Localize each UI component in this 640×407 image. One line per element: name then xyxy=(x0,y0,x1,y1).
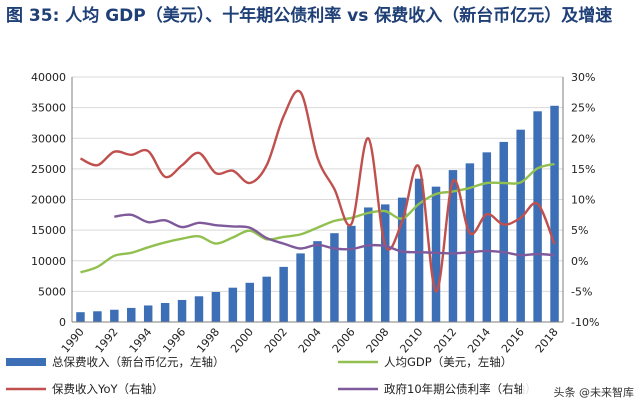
gdp-line xyxy=(80,162,555,274)
legend-item-label: 人均GDP（美元，左轴） xyxy=(384,355,512,369)
bar xyxy=(143,305,153,322)
bar xyxy=(516,129,525,322)
bar xyxy=(93,311,102,322)
x-tick-label: 2014 xyxy=(465,326,493,356)
bar xyxy=(228,287,238,322)
legend: 总保费收入（新台币亿元，左轴） 人均GDP（美元，左轴） 保费收入YoY（右轴） 政府… xyxy=(6,355,537,396)
yoy-line xyxy=(79,89,556,293)
bar xyxy=(194,296,204,322)
y-left-tick-label: 10000 xyxy=(31,255,66,268)
x-tick-label: 2010 xyxy=(397,326,425,356)
bar xyxy=(465,163,475,322)
bar xyxy=(431,186,441,322)
bar xyxy=(482,152,492,322)
x-tick-label: 2018 xyxy=(533,326,561,356)
x-tick-label: 1996 xyxy=(160,326,188,356)
bar xyxy=(533,111,542,322)
legend-item-label: 保费收入YoY（右轴） xyxy=(52,382,164,396)
bar xyxy=(448,170,458,322)
watermark: 头条 @未来智库 xyxy=(522,382,638,404)
x-tick-label: 2008 xyxy=(364,326,392,356)
legend-item-label: 总保费收入（新台币亿元，左轴） xyxy=(52,355,225,369)
legend-item-label: 政府10年期公债利率（右轴） xyxy=(384,382,537,396)
y-left-tick-label: 15000 xyxy=(31,224,66,237)
bar xyxy=(76,312,85,322)
bar xyxy=(245,282,255,322)
x-tick-label: 2000 xyxy=(228,326,256,356)
y-right-tick-label: 5% xyxy=(571,224,588,237)
bar xyxy=(127,307,136,322)
bar xyxy=(364,207,373,322)
bond-yield-line xyxy=(114,213,555,257)
y-left-tick-label: 30000 xyxy=(31,132,66,145)
x-tick-label: 2004 xyxy=(296,326,324,356)
bar xyxy=(414,178,424,322)
bar xyxy=(160,303,170,322)
y-right-tick-label: 10% xyxy=(571,194,595,207)
bar-layer xyxy=(76,105,559,322)
legend-swatch-bar xyxy=(6,358,46,366)
x-tick-label: 1992 xyxy=(93,326,121,356)
y-left-tick-label: 0 xyxy=(59,316,66,329)
chart-title: 图 35: 人均 GDP（美元）、十年期公债利率 vs 保费收入（新台币亿元）及… xyxy=(6,6,613,26)
bar xyxy=(550,105,559,322)
y-right-tick-label: 30% xyxy=(571,71,595,84)
bar xyxy=(211,291,221,322)
y-left-tick-label: 20000 xyxy=(31,194,66,207)
x-tick-label: 2012 xyxy=(431,326,459,356)
y-right-tick-label: -5% xyxy=(571,285,592,298)
bar xyxy=(347,225,356,322)
y-right-tick-label: -10% xyxy=(571,316,599,329)
y-right-tick-label: 15% xyxy=(571,163,595,176)
bar xyxy=(177,299,187,322)
y-right-tick-label: 25% xyxy=(571,102,595,115)
bar xyxy=(110,309,119,322)
line-layer xyxy=(79,89,556,293)
x-tick-label: 1990 xyxy=(59,326,87,356)
x-tick-label: 2016 xyxy=(499,326,527,356)
y-left-tick-label: 25000 xyxy=(31,163,66,176)
y-left-tick-label: 35000 xyxy=(31,102,66,115)
y-right-tick-label: 20% xyxy=(571,132,595,145)
bar xyxy=(330,233,339,322)
bar xyxy=(262,276,271,322)
bar xyxy=(313,241,322,322)
y-right-tick-label: 0% xyxy=(571,255,588,268)
bar xyxy=(296,253,305,322)
y-left-tick-label: 5000 xyxy=(38,285,66,298)
bar xyxy=(380,204,390,322)
x-tick-label: 2002 xyxy=(262,326,290,356)
bar xyxy=(397,197,407,322)
bar xyxy=(279,266,288,322)
y-left-tick-label: 40000 xyxy=(31,71,66,84)
x-tick-label: 1994 xyxy=(127,326,155,356)
x-tick-label: 2006 xyxy=(330,326,358,356)
bar xyxy=(499,141,508,322)
x-tick-label: 1998 xyxy=(194,326,222,356)
